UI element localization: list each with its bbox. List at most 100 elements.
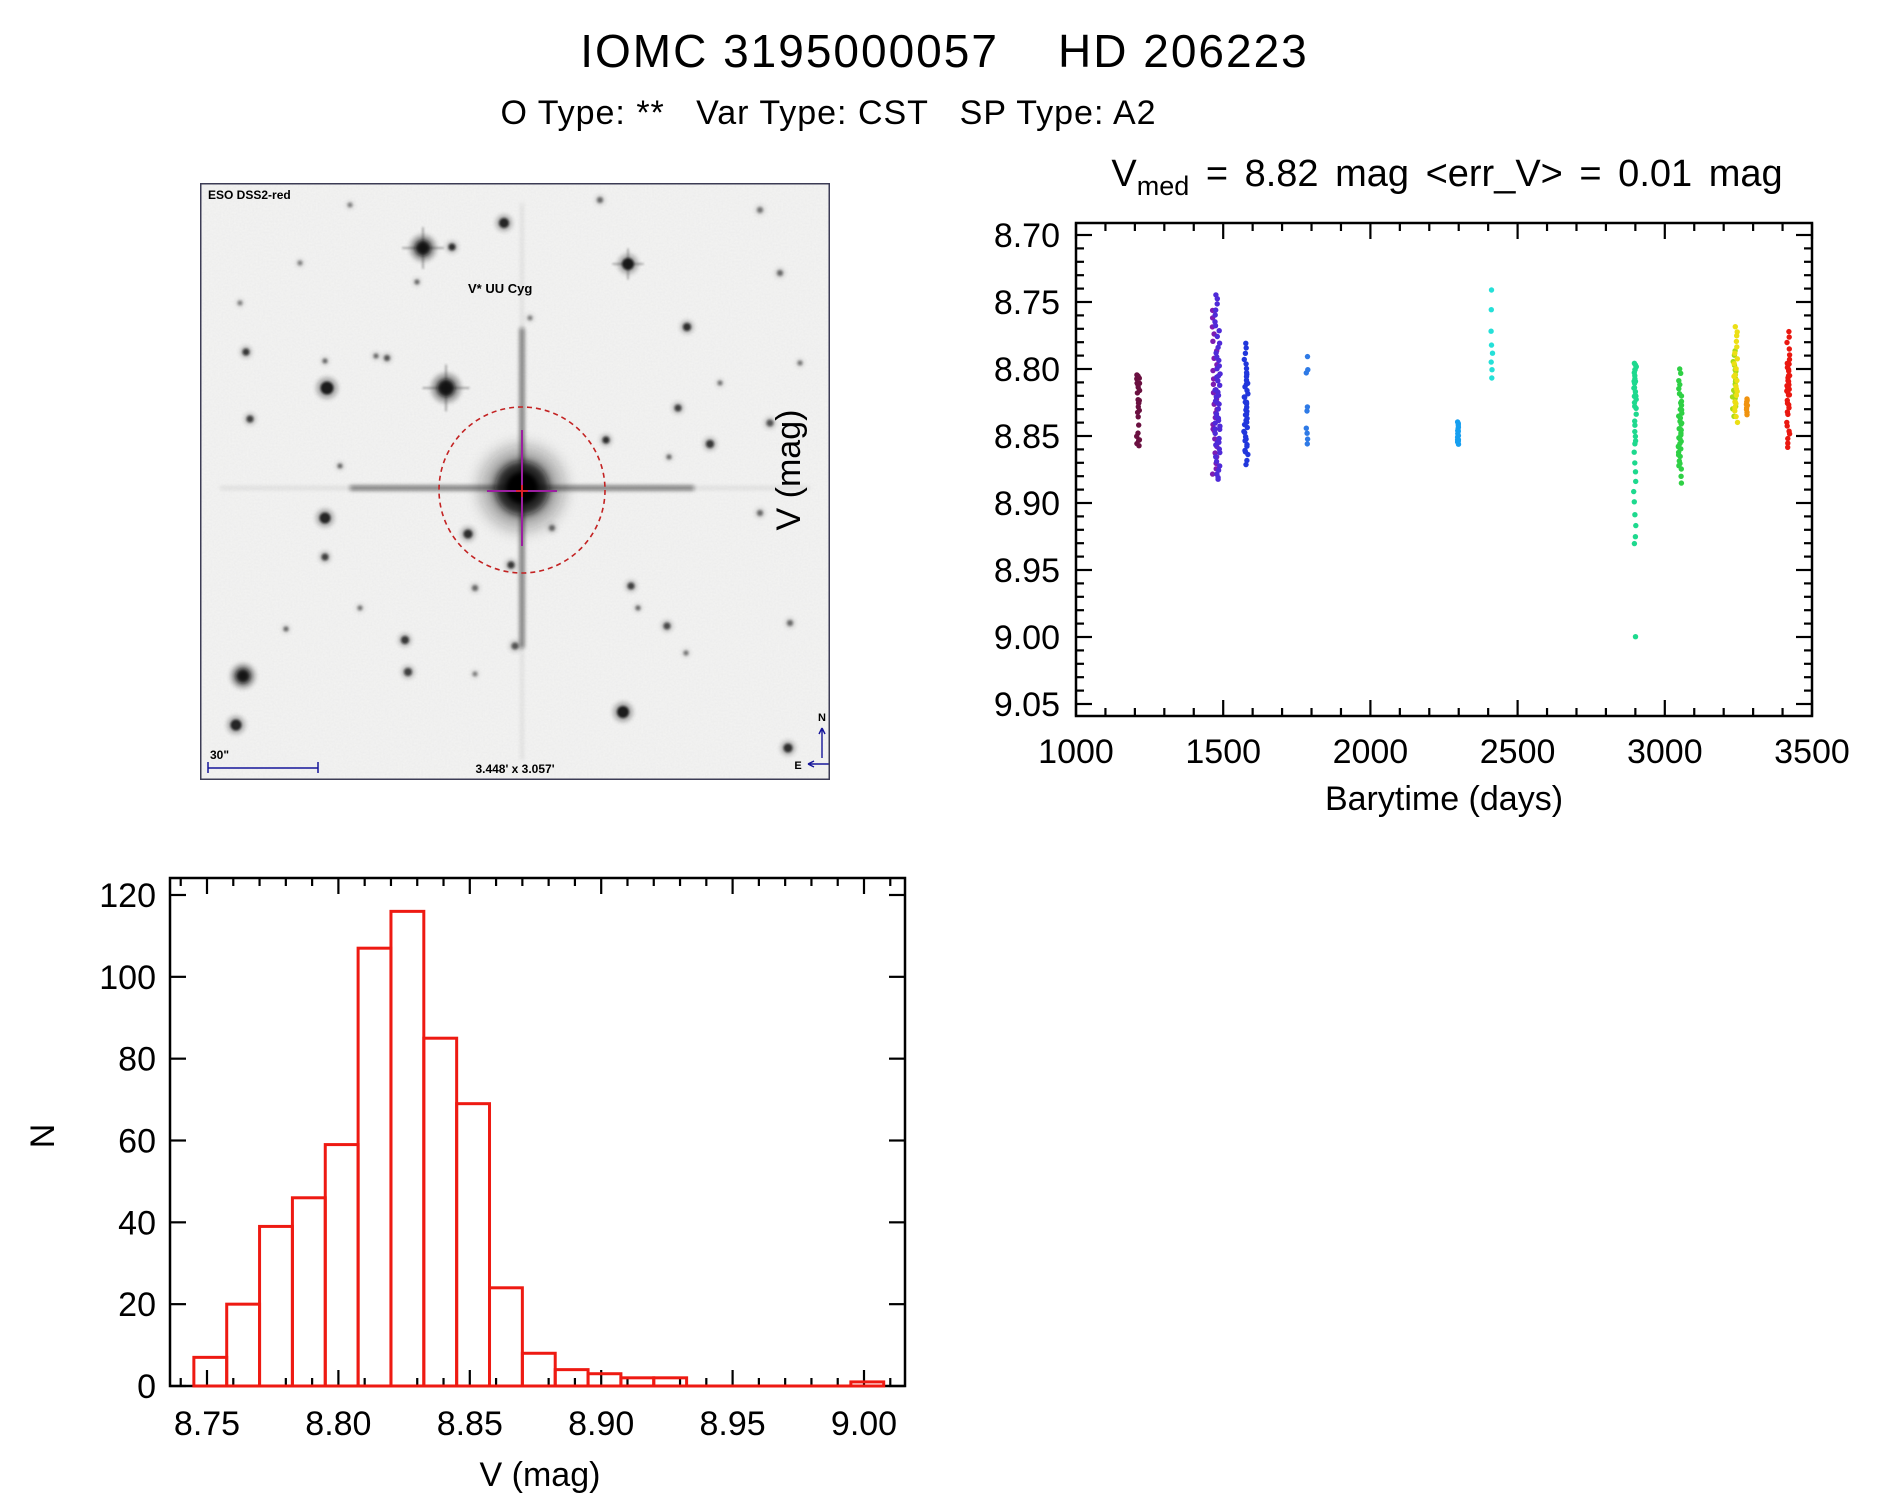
scatter-point bbox=[1304, 436, 1311, 442]
histogram-bar-fill bbox=[489, 1287, 523, 1386]
scatter-cluster-epoch-9b bbox=[1731, 324, 1741, 426]
histogram-bar-fill bbox=[653, 1377, 687, 1386]
scatter-point bbox=[1733, 400, 1739, 407]
scatter-point bbox=[1243, 417, 1249, 424]
scatter-point bbox=[1304, 408, 1310, 414]
scatter-point bbox=[1785, 444, 1791, 450]
scatter-point bbox=[1632, 418, 1638, 424]
histogram-bar-fill bbox=[522, 1353, 556, 1386]
scatter-point bbox=[1678, 393, 1685, 399]
y-tick-label: 8.95 bbox=[994, 552, 1060, 590]
scatter-point bbox=[1786, 431, 1793, 437]
star bbox=[635, 605, 641, 611]
target-marker bbox=[220, 203, 810, 760]
star bbox=[437, 379, 455, 397]
scatter-point bbox=[1677, 460, 1683, 467]
scatter-point bbox=[1136, 380, 1143, 386]
scatter-point bbox=[1678, 400, 1684, 406]
scatter-cluster-epoch-1 bbox=[1134, 372, 1143, 449]
scatter-point bbox=[1733, 413, 1739, 420]
y-tick-label: 100 bbox=[99, 959, 156, 997]
scatter-point bbox=[1784, 389, 1791, 395]
scatter-point bbox=[1734, 377, 1740, 384]
histogram-bar-outline bbox=[652, 1376, 689, 1388]
histogram-bar-fill bbox=[325, 1144, 359, 1386]
scatter-point bbox=[1304, 404, 1311, 410]
scatter-point bbox=[1215, 373, 1222, 379]
scatter-point bbox=[1632, 469, 1639, 475]
scatter-point bbox=[1678, 480, 1685, 486]
y-tick-label: 9.05 bbox=[994, 686, 1060, 724]
scatter-point bbox=[1632, 634, 1639, 640]
scatter-point bbox=[1488, 328, 1494, 334]
scatter-point bbox=[1215, 378, 1221, 384]
histogram-bar-outline bbox=[455, 1102, 492, 1388]
histogram-bar-fill bbox=[620, 1377, 654, 1386]
scatter-point bbox=[1303, 370, 1310, 376]
x-tick-label: 8.85 bbox=[437, 1405, 503, 1443]
star bbox=[322, 358, 328, 364]
scatter-point bbox=[1488, 307, 1495, 313]
scatter-point bbox=[1242, 412, 1249, 418]
histogram-bar-outline bbox=[488, 1286, 524, 1388]
scatter-point bbox=[1744, 412, 1750, 418]
y-tick-label: 120 bbox=[99, 877, 156, 915]
scale-bar-label: 30" bbox=[210, 748, 229, 762]
histogram-bar-fill bbox=[358, 948, 391, 1386]
star bbox=[797, 360, 803, 366]
field-of-view-label: 3.448' x 3.057' bbox=[475, 762, 554, 776]
star bbox=[757, 207, 763, 213]
star bbox=[242, 348, 250, 356]
y-tick-label: 8.90 bbox=[994, 485, 1060, 523]
scatter-point bbox=[1244, 443, 1250, 449]
scatter-xaxis-label: Barytime (days) bbox=[1325, 780, 1563, 818]
star bbox=[507, 561, 515, 569]
histogram-bar-fill bbox=[390, 911, 424, 1386]
scatter-point bbox=[1786, 405, 1792, 411]
scatter-point bbox=[1489, 350, 1496, 356]
star bbox=[717, 380, 723, 386]
star bbox=[787, 620, 793, 626]
x-tick-label: 9.00 bbox=[831, 1405, 897, 1443]
scatter-point bbox=[1210, 338, 1216, 344]
star bbox=[414, 279, 420, 285]
finder-chart-image: ESO DSS2-red V* UU Cyg 30" 3.448' x 3.05… bbox=[200, 183, 830, 780]
scatter-point bbox=[1217, 426, 1223, 433]
scatter-point bbox=[1676, 386, 1682, 392]
scatter-point bbox=[1242, 394, 1248, 400]
scatter-point bbox=[1633, 405, 1639, 411]
scatter-point bbox=[1488, 342, 1495, 348]
scatter-point bbox=[1214, 301, 1220, 307]
scatter-point bbox=[1243, 365, 1250, 372]
scatter-point bbox=[1785, 435, 1791, 442]
star bbox=[415, 240, 431, 256]
scatter-point bbox=[1213, 350, 1219, 356]
scatter-point bbox=[1784, 423, 1790, 429]
finder-frame bbox=[200, 183, 830, 780]
scatter-point bbox=[1209, 471, 1216, 477]
scatter-point bbox=[1733, 338, 1740, 345]
star bbox=[499, 218, 509, 228]
star bbox=[448, 243, 456, 251]
x-tick-label: 3000 bbox=[1627, 733, 1703, 771]
scatter-point bbox=[1632, 534, 1639, 540]
scatter-point bbox=[1678, 370, 1684, 376]
scatter-point bbox=[1675, 452, 1682, 458]
survey-label: ESO DSS2-red bbox=[208, 188, 291, 202]
x-tick-label: 2000 bbox=[1333, 733, 1409, 771]
star bbox=[373, 353, 379, 359]
y-tick-label: 40 bbox=[118, 1204, 156, 1242]
scatter-point bbox=[1213, 307, 1219, 313]
y-tick-label: 8.75 bbox=[994, 284, 1060, 322]
scatter-point bbox=[1677, 436, 1683, 442]
scatter-point bbox=[1488, 287, 1495, 293]
scatter-point bbox=[1212, 323, 1219, 329]
scatter-point bbox=[1136, 422, 1142, 428]
scatter-point bbox=[1633, 393, 1639, 399]
scatter-point bbox=[1243, 361, 1249, 367]
scatter-ticks bbox=[1074, 223, 1814, 716]
y-tick-label: 8.80 bbox=[994, 351, 1060, 389]
histogram-bar-fill bbox=[555, 1369, 589, 1386]
scatter-point bbox=[1212, 420, 1218, 426]
scatter-point bbox=[1243, 373, 1250, 380]
